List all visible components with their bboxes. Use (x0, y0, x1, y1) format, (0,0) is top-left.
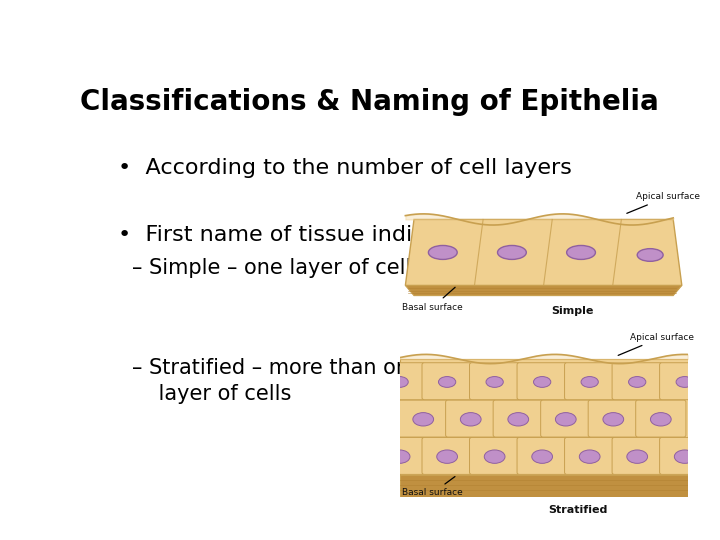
Text: Simple: Simple (552, 306, 593, 316)
Text: •  First name of tissue indicate: • First name of tissue indicate (118, 225, 460, 245)
FancyBboxPatch shape (398, 400, 449, 437)
Ellipse shape (460, 413, 481, 426)
Ellipse shape (486, 376, 503, 387)
FancyBboxPatch shape (400, 359, 688, 475)
Ellipse shape (675, 450, 695, 463)
Ellipse shape (650, 413, 671, 426)
Polygon shape (405, 219, 682, 286)
FancyBboxPatch shape (541, 400, 591, 437)
FancyBboxPatch shape (588, 400, 639, 437)
Ellipse shape (485, 450, 505, 463)
FancyBboxPatch shape (422, 437, 472, 475)
Ellipse shape (437, 450, 457, 463)
FancyBboxPatch shape (374, 437, 425, 475)
Ellipse shape (508, 413, 528, 426)
FancyBboxPatch shape (612, 363, 662, 400)
FancyBboxPatch shape (446, 400, 496, 437)
FancyBboxPatch shape (517, 363, 567, 400)
Ellipse shape (534, 376, 551, 387)
FancyBboxPatch shape (374, 363, 425, 400)
FancyBboxPatch shape (636, 400, 686, 437)
Ellipse shape (428, 246, 457, 259)
FancyBboxPatch shape (469, 363, 520, 400)
FancyBboxPatch shape (493, 400, 544, 437)
Ellipse shape (637, 248, 663, 261)
Ellipse shape (438, 376, 456, 387)
Ellipse shape (581, 376, 598, 387)
Ellipse shape (629, 376, 646, 387)
Ellipse shape (498, 246, 526, 259)
FancyBboxPatch shape (660, 437, 710, 475)
FancyBboxPatch shape (469, 437, 520, 475)
Text: •  According to the number of cell layers: • According to the number of cell layers (118, 158, 572, 178)
Text: Basal surface: Basal surface (402, 477, 463, 497)
Text: Stratified: Stratified (549, 505, 608, 515)
Ellipse shape (580, 450, 600, 463)
Text: Apical surface: Apical surface (618, 333, 694, 355)
FancyBboxPatch shape (612, 437, 662, 475)
Ellipse shape (627, 450, 647, 463)
Ellipse shape (555, 413, 576, 426)
Text: – Simple – one layer of cells: – Simple – one layer of cells (132, 258, 422, 278)
Polygon shape (405, 286, 682, 295)
Ellipse shape (567, 246, 595, 259)
Text: Apical surface: Apical surface (627, 192, 700, 213)
FancyBboxPatch shape (564, 437, 615, 475)
Ellipse shape (676, 376, 693, 387)
Text: Classifications & Naming of Epithelia: Classifications & Naming of Epithelia (80, 87, 658, 116)
Text: Basal surface: Basal surface (402, 287, 463, 312)
Ellipse shape (413, 413, 433, 426)
Ellipse shape (390, 450, 410, 463)
FancyBboxPatch shape (517, 437, 567, 475)
Ellipse shape (532, 450, 552, 463)
FancyBboxPatch shape (564, 363, 615, 400)
Ellipse shape (603, 413, 624, 426)
FancyBboxPatch shape (660, 363, 710, 400)
FancyBboxPatch shape (422, 363, 472, 400)
Ellipse shape (391, 376, 408, 387)
Text: – Stratified – more than one
    layer of cells: – Stratified – more than one layer of ce… (132, 358, 422, 404)
FancyBboxPatch shape (400, 475, 688, 497)
